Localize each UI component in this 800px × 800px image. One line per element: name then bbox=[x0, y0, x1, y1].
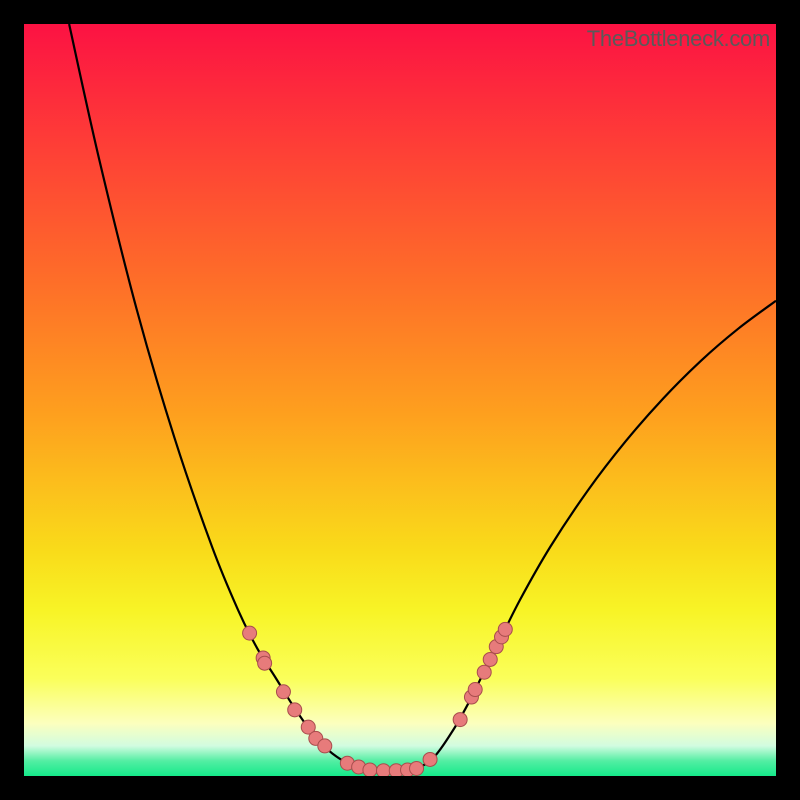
data-marker bbox=[423, 752, 437, 766]
bottleneck-curve bbox=[69, 24, 776, 771]
data-marker bbox=[376, 764, 390, 776]
chart-svg bbox=[24, 24, 776, 776]
data-marker bbox=[468, 683, 482, 697]
data-marker bbox=[318, 739, 332, 753]
data-markers bbox=[243, 622, 513, 776]
data-marker bbox=[288, 703, 302, 717]
data-marker bbox=[243, 626, 257, 640]
data-marker bbox=[363, 763, 377, 776]
data-marker bbox=[477, 665, 491, 679]
data-marker bbox=[410, 761, 424, 775]
data-marker bbox=[498, 622, 512, 636]
chart-container: TheBottleneck.com bbox=[24, 24, 776, 776]
data-marker bbox=[276, 685, 290, 699]
data-marker bbox=[258, 656, 272, 670]
data-marker bbox=[483, 652, 497, 666]
data-marker bbox=[453, 713, 467, 727]
